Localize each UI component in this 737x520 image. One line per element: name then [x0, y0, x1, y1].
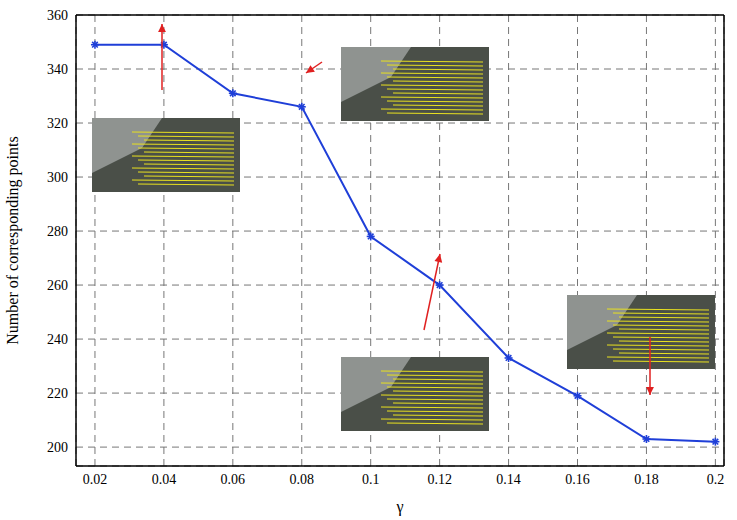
- svg-text:340: 340: [47, 62, 68, 77]
- svg-text:0.12: 0.12: [427, 472, 452, 487]
- svg-text:0.16: 0.16: [565, 472, 590, 487]
- svg-text:300: 300: [47, 170, 68, 185]
- svg-text:260: 260: [47, 278, 68, 293]
- svg-text:0.08: 0.08: [290, 472, 315, 487]
- svg-text:240: 240: [47, 332, 68, 347]
- svg-text:0.02: 0.02: [83, 472, 108, 487]
- svg-text:0.2: 0.2: [707, 472, 725, 487]
- svg-text:320: 320: [47, 116, 68, 131]
- svg-text:Number of corresponding points: Number of corresponding points: [4, 136, 22, 344]
- svg-text:0.06: 0.06: [221, 472, 246, 487]
- svg-text:γ: γ: [395, 498, 403, 516]
- svg-text:0.14: 0.14: [496, 472, 521, 487]
- svg-text:360: 360: [47, 8, 68, 23]
- svg-text:200: 200: [47, 440, 68, 455]
- svg-text:0.04: 0.04: [152, 472, 177, 487]
- svg-text:0.18: 0.18: [634, 472, 659, 487]
- svg-text:280: 280: [47, 224, 68, 239]
- svg-text:0.1: 0.1: [362, 472, 380, 487]
- svg-text:220: 220: [47, 386, 68, 401]
